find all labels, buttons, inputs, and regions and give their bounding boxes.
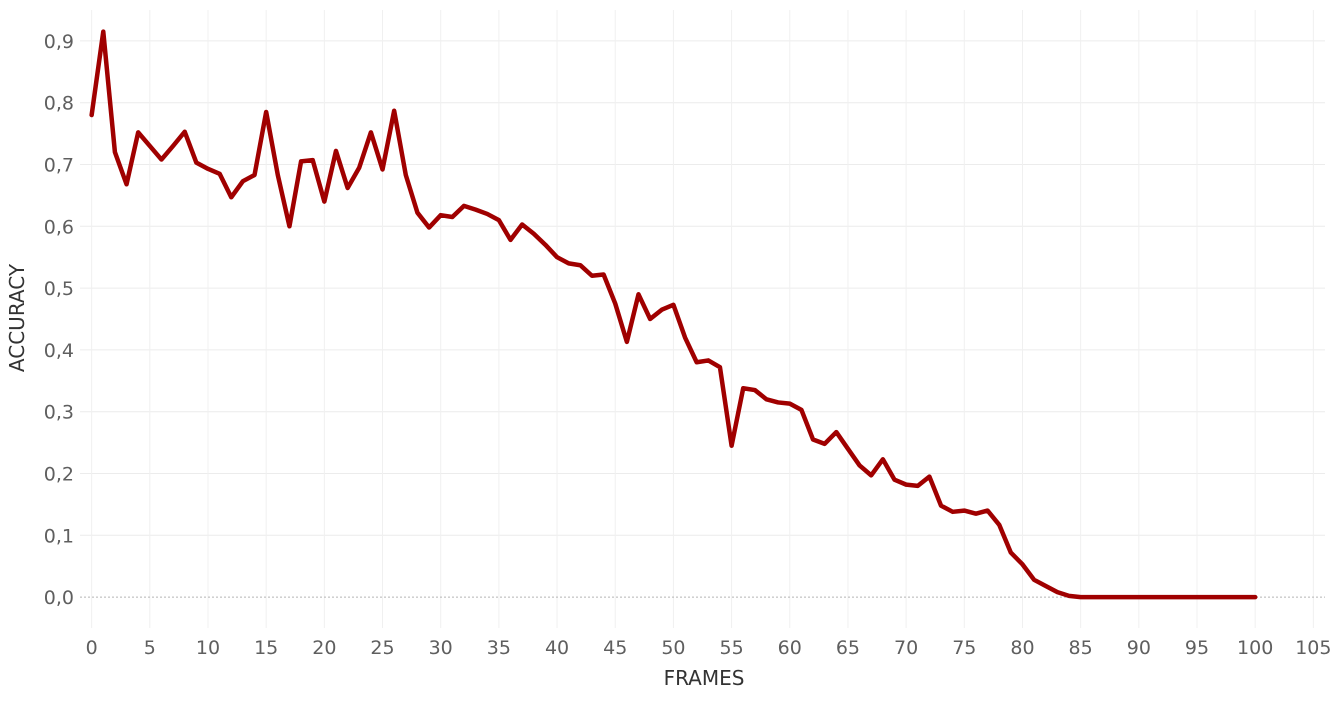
y-axis-title: ACCURACY — [5, 263, 29, 372]
x-tick-label: 85 — [1069, 637, 1093, 659]
y-tick-label: 0,2 — [44, 464, 74, 486]
x-tick-label: 5 — [144, 637, 156, 659]
x-tick-label: 100 — [1237, 637, 1273, 659]
x-tick-label: 20 — [312, 637, 336, 659]
x-tick-label: 0 — [86, 637, 98, 659]
x-tick-label: 80 — [1010, 637, 1034, 659]
y-tick-label: 0,0 — [44, 587, 74, 609]
x-tick-label: 65 — [836, 637, 860, 659]
y-tick-label: 0,7 — [44, 155, 74, 177]
x-tick-label: 50 — [661, 637, 685, 659]
x-tick-label: 95 — [1185, 637, 1209, 659]
y-tick-label: 0,5 — [44, 278, 74, 300]
x-tick-label: 75 — [952, 637, 976, 659]
grid — [80, 10, 1325, 628]
x-tick-label: 60 — [778, 637, 802, 659]
y-tick-label: 0,1 — [44, 525, 74, 547]
x-tick-label: 55 — [719, 637, 743, 659]
x-axis-title: FRAMES — [664, 666, 745, 690]
x-axis-ticks: 0 5 10 15 20 25 30 35 40 45 50 55 60 65 70 75 80 85 90 95 10… — [86, 637, 1332, 659]
x-tick-label: 105 — [1295, 637, 1331, 659]
x-tick-label: 30 — [429, 637, 453, 659]
y-tick-label: 0,3 — [44, 402, 74, 424]
y-tick-label: 0,8 — [44, 93, 74, 115]
x-tick-label: 90 — [1127, 637, 1151, 659]
x-tick-label: 15 — [254, 637, 278, 659]
x-tick-label: 35 — [487, 637, 511, 659]
y-axis-ticks: 0,0 0,1 0,2 0,3 0,4 0,5 0,6 0,7 0,8 0,9 — [44, 31, 74, 609]
x-tick-label: 40 — [545, 637, 569, 659]
y-tick-label: 0,4 — [44, 340, 74, 362]
x-tick-label: 70 — [894, 637, 918, 659]
y-tick-label: 0,9 — [44, 31, 74, 53]
x-tick-label: 10 — [196, 637, 220, 659]
series-line — [89, 29, 1258, 600]
x-tick-label: 45 — [603, 637, 627, 659]
y-tick-label: 0,6 — [44, 216, 74, 238]
x-tick-label: 25 — [370, 637, 394, 659]
